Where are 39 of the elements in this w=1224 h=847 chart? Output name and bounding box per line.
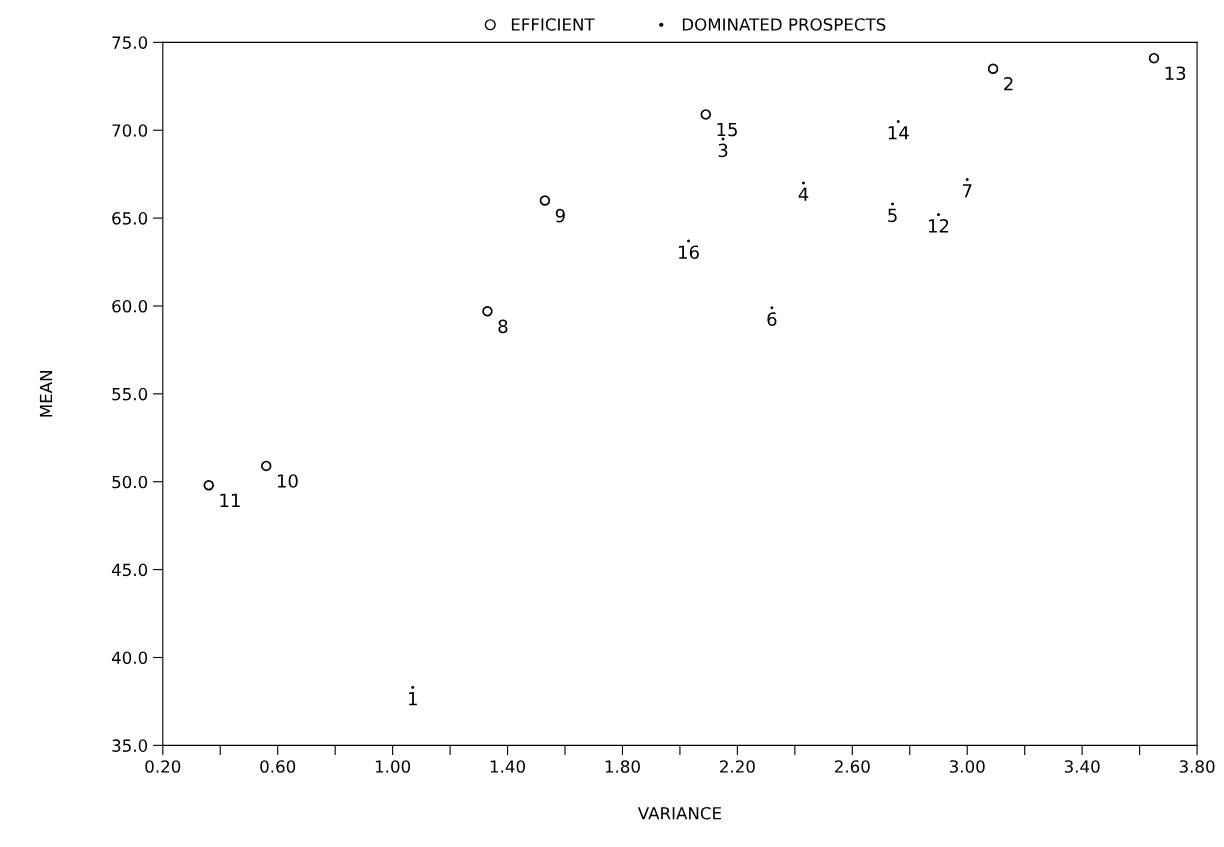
- annotation: 2: [1004, 76, 1013, 91]
- y-tick-label: 50.0: [112, 475, 148, 489]
- y-tick-label: 40.0: [111, 651, 148, 665]
- annotation: 11: [220, 493, 240, 507]
- x-tick-label: 1.80: [605, 760, 640, 773]
- x-tick-label: 0.20: [145, 760, 181, 773]
- y-tick-label: 75.0: [112, 36, 148, 49]
- x-tick-label: 1.40: [490, 760, 525, 773]
- x-tick-label: 3.40: [1064, 760, 1100, 773]
- x-axis-title: VARIANCE: [637, 806, 721, 820]
- x-tick-label: 2.20: [720, 760, 755, 773]
- annotation: 6: [767, 312, 777, 326]
- y-tick-label: 45.0: [111, 563, 148, 577]
- y-tick-label: 70.0: [112, 124, 148, 137]
- annotation: 9: [555, 208, 565, 223]
- annotation: 3: [718, 143, 728, 158]
- y-tick-label: 65.0: [112, 212, 148, 225]
- y-axis-title: MEAN: [39, 371, 53, 417]
- x-tick-label: 0.60: [260, 760, 296, 773]
- y-tick-label: 55.0: [112, 387, 148, 401]
- y-tick-label: 60.0: [112, 299, 148, 313]
- annotation: 13: [1165, 66, 1186, 81]
- legend-label: DOMINATED PROSPECTS: [682, 18, 886, 31]
- annotation: 16: [679, 245, 699, 260]
- x-tick-label: 3.00: [949, 760, 985, 773]
- annotation: 12: [929, 219, 949, 233]
- annotation: 14: [888, 126, 909, 140]
- x-tick-label: 3.80: [1179, 760, 1215, 773]
- annotation: 5: [888, 208, 897, 223]
- annotation: 1: [408, 692, 417, 706]
- annotation: 10: [277, 474, 298, 488]
- annotation: 7: [962, 184, 972, 198]
- x-tick-label: 2.60: [834, 760, 870, 773]
- annotation: 15: [717, 122, 737, 137]
- annotation: 4: [798, 187, 809, 201]
- y-tick-label: 35.0: [112, 739, 148, 752]
- annotation: 8: [498, 319, 508, 334]
- legend-label: EFFICIENT: [511, 18, 595, 31]
- x-tick-label: 1.00: [375, 760, 411, 773]
